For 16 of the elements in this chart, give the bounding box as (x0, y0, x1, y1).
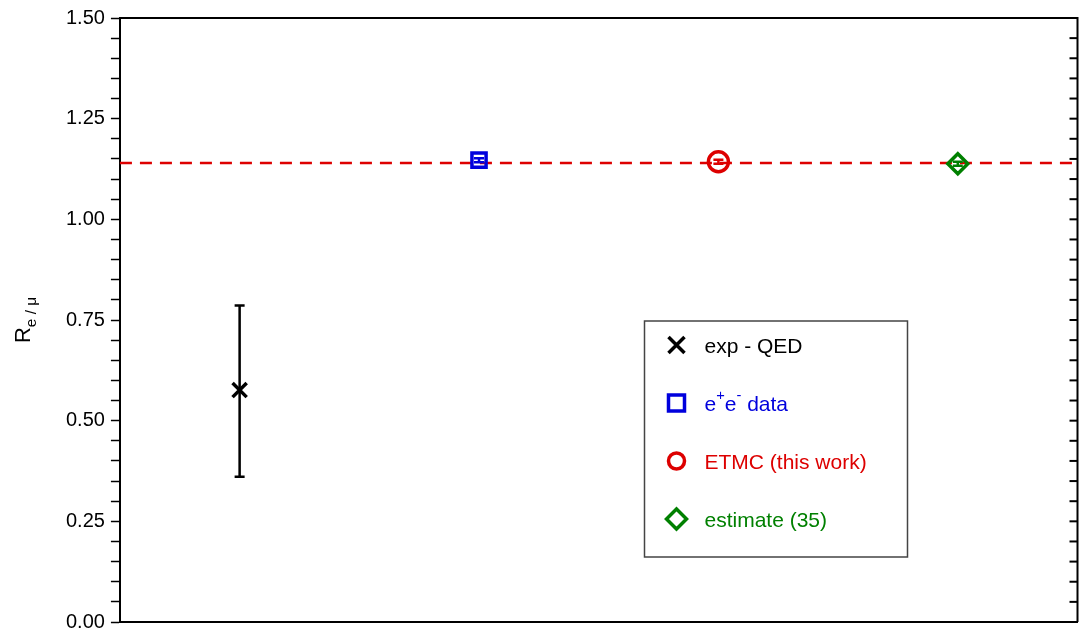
y-tick-label: 0.00 (65, 609, 105, 632)
point (470, 151, 488, 169)
legend-label: estimate (35) (704, 507, 828, 531)
legend-label: e+e- data (704, 386, 789, 415)
y-tick-label: 1.00 (65, 206, 105, 229)
point (706, 150, 731, 174)
y-tick-label: 1.25 (65, 106, 105, 129)
point (946, 152, 970, 176)
legend-label: exp - QED (704, 333, 803, 357)
y-tick-label: 1.50 (65, 5, 105, 28)
y-axis-title: Re / μ (10, 296, 39, 344)
y-tick-label: 0.50 (65, 408, 105, 431)
legend-label: ETMC (this work) (704, 449, 867, 473)
y-tick-label: 0.75 (65, 307, 105, 330)
point (230, 381, 249, 399)
y-tick-label: 0.25 (65, 508, 105, 531)
